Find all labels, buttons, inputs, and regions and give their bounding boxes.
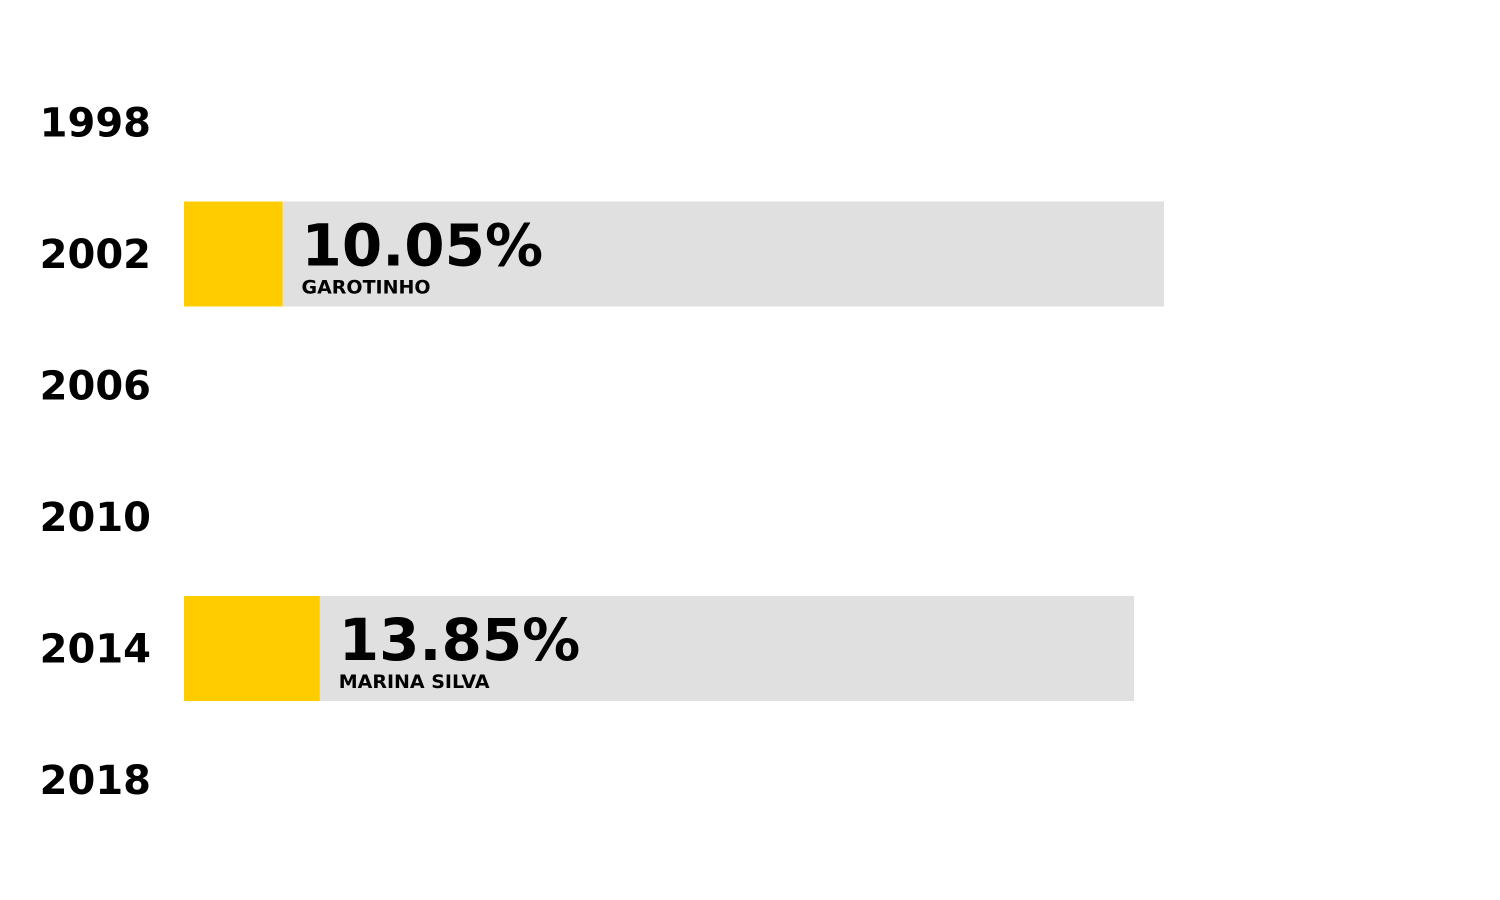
year-label-1998: 1998: [40, 101, 151, 147]
year-label-2014: 2014: [40, 627, 151, 673]
value-label-2002: 10.05%: [301, 212, 543, 280]
bar-2002: [184, 201, 283, 307]
bar-2014: [184, 596, 320, 701]
value-label-2014: 13.85%: [339, 606, 581, 674]
candidate-label-2002: GAROTINHO: [301, 277, 430, 299]
bar-track-2014: [184, 596, 1134, 701]
year-label-2018: 2018: [40, 758, 151, 804]
candidate-label-2014: MARINA SILVA: [339, 671, 490, 693]
year-label-2002: 2002: [40, 232, 151, 278]
bar-track-2002: [184, 201, 1164, 307]
year-label-2006: 2006: [40, 364, 151, 410]
year-label-2010: 2010: [40, 495, 151, 541]
